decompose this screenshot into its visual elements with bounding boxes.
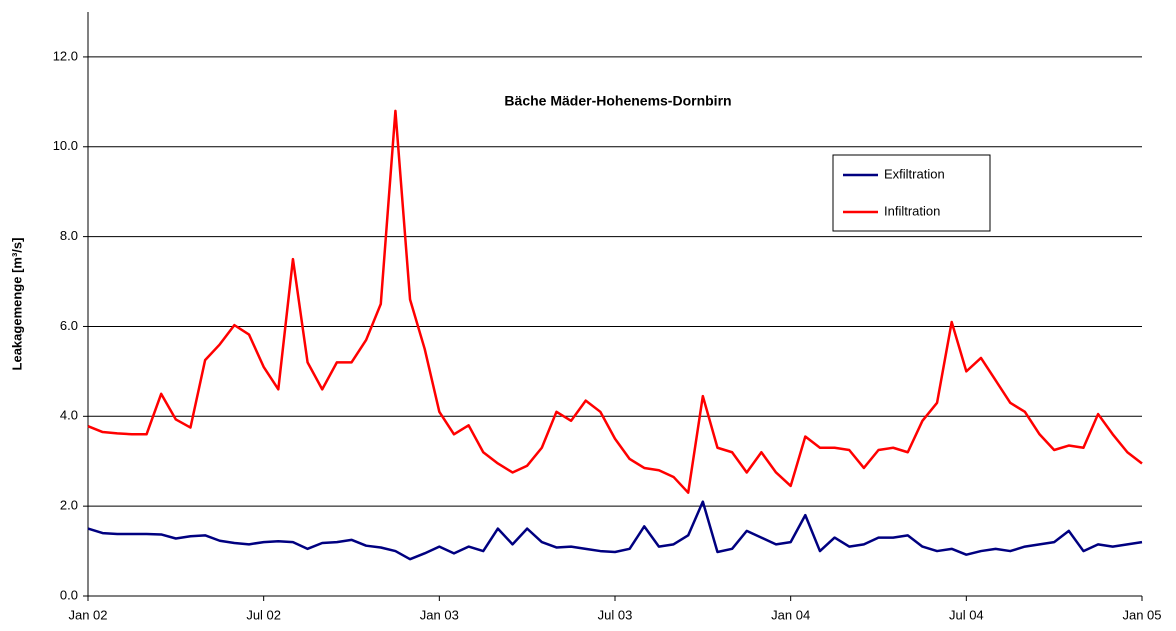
x-tick-label: Jul 02 xyxy=(246,607,281,622)
y-axis-label: Leakagemenge [m³/s] xyxy=(9,238,24,371)
y-tick-label: 10.0 xyxy=(53,138,78,153)
y-tick-label: 6.0 xyxy=(60,318,78,333)
y-tick-label: 0.0 xyxy=(60,587,78,602)
x-tick-label: Jul 03 xyxy=(598,607,633,622)
legend-label: Exfiltration xyxy=(884,166,945,181)
y-tick-label: 8.0 xyxy=(60,228,78,243)
legend-label: Infiltration xyxy=(884,203,940,218)
series-line xyxy=(87,109,1143,494)
x-tick-label: Jan 02 xyxy=(68,607,107,622)
chart-title: Bäche Mäder-Hohenems-Dornbirn xyxy=(504,93,731,109)
x-tick-label: Jan 03 xyxy=(420,607,459,622)
legend-box xyxy=(832,154,991,232)
y-tick-label: 12.0 xyxy=(53,48,78,63)
x-tick-label: Jan 04 xyxy=(771,607,810,622)
x-tick-label: Jul 04 xyxy=(949,607,984,622)
series-line xyxy=(87,500,1143,561)
y-tick-label: 2.0 xyxy=(60,498,78,513)
y-tick-label: 4.0 xyxy=(60,408,78,423)
x-tick-label: Jan 05 xyxy=(1122,607,1161,622)
